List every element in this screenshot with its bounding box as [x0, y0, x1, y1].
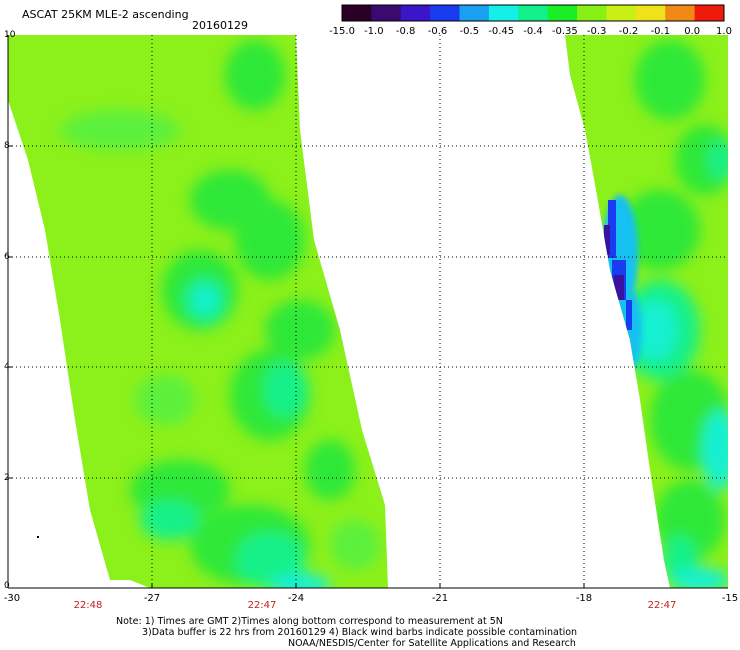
colorbar-segment [694, 5, 725, 21]
colorbar-tick-label: -0.2 [618, 26, 639, 37]
swath-left [8, 35, 388, 588]
colorbar-segment [518, 5, 549, 21]
colorbar-tick-label: -0.6 [427, 26, 448, 37]
colorbar-segment [430, 5, 461, 21]
map-date: 20160129 [192, 19, 248, 32]
colorbar-tick-label: -0.8 [395, 26, 416, 37]
map-title: ASCAT 25KM MLE-2 ascending [22, 8, 189, 21]
wind-barb-mark [37, 536, 39, 538]
x-tick-minus30: -30 [3, 593, 21, 604]
colorbar-tick-label: -1.0 [364, 26, 384, 37]
time-label-2: 22:47 [247, 600, 277, 611]
colorbar-segment [547, 5, 578, 21]
note-line-3: NOAA/NESDIS/Center for Satellite Applica… [288, 638, 576, 649]
colorbar-segment [459, 5, 490, 21]
colorbar-segment [342, 5, 372, 21]
y-tick-0: 0 [4, 581, 10, 591]
colorbar-segment [577, 5, 607, 21]
axis-ticks [7, 35, 728, 589]
time-label-1: 22:48 [73, 600, 103, 611]
x-tick-minus15: -15 [721, 593, 739, 604]
colorbar-tick-label: -0.3 [586, 26, 607, 37]
colorbar-tick-label: 1.0 [716, 26, 732, 37]
y-tick-4: 4 [4, 362, 10, 372]
note-line-2: 3)Data buffer is 22 hrs from 20160129 4)… [142, 627, 578, 638]
colorbar-segment [606, 5, 637, 21]
colorbar-tick-label: -0.45 [488, 26, 515, 37]
colorbar [341, 4, 725, 22]
y-tick-6: 6 [4, 252, 10, 262]
y-tick-10: 10 [4, 30, 16, 40]
colorbar-segment [400, 5, 431, 21]
time-label-3: 22:47 [647, 600, 677, 611]
y-tick-8: 8 [4, 141, 10, 151]
note-line-1: Note: 1) Times are GMT 2)Times along bot… [116, 616, 503, 627]
x-tick-minus24: -24 [287, 593, 305, 604]
colorbar-tick-label: -0.35 [551, 26, 578, 37]
colorbar-frame [341, 4, 725, 22]
x-tick-minus27: -27 [143, 593, 161, 604]
colorbar-segment [635, 5, 666, 21]
colorbar-segment [488, 5, 519, 21]
x-tick-minus21: -21 [431, 593, 449, 604]
colorbar-tick-label: -0.5 [459, 26, 480, 37]
x-tick-minus18: -18 [575, 593, 593, 604]
colorbar-segment [371, 5, 402, 21]
graticule [8, 35, 728, 588]
colorbar-tick-label: -0.4 [523, 26, 543, 37]
y-tick-2: 2 [4, 473, 10, 483]
swath-right [565, 35, 728, 588]
colorbar-tick-label: 0.0 [684, 26, 701, 37]
colorbar-tick-label: -15.0 [329, 26, 355, 37]
colorbar-segment [665, 5, 696, 21]
colorbar-tick-label: -0.1 [650, 26, 671, 37]
